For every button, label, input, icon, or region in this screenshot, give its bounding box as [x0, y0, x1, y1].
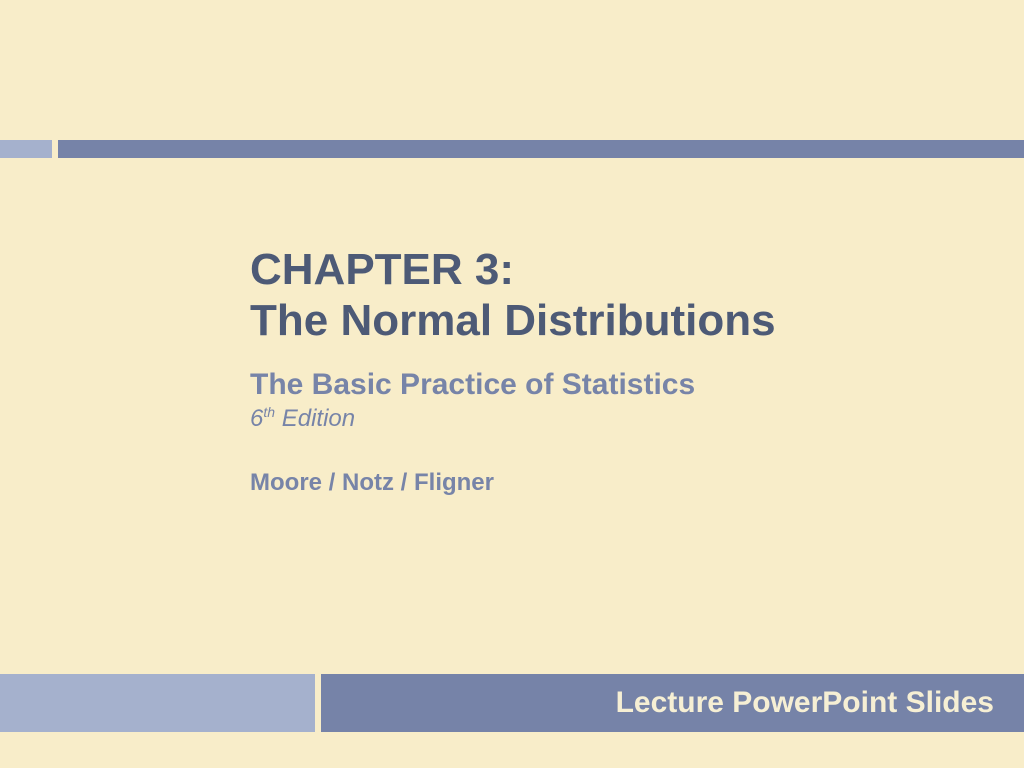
edition-line: 6th Edition — [250, 404, 964, 433]
chapter-label: CHAPTER 3: — [250, 245, 964, 296]
slide: CHAPTER 3: The Normal Distributions The … — [0, 0, 1024, 768]
chapter-title: The Normal Distributions — [250, 296, 964, 347]
edition-ordinal: 6 — [250, 405, 263, 432]
top-accent-bar-light — [0, 140, 52, 158]
top-accent-bar-dark — [58, 140, 1024, 158]
footer-accent-bar-dark: Lecture PowerPoint Slides — [321, 674, 1024, 732]
content-block: CHAPTER 3: The Normal Distributions The … — [250, 245, 964, 497]
book-subtitle: The Basic Practice of Statistics — [250, 368, 964, 402]
footer-accent-bar-light — [0, 674, 315, 732]
edition-word: Edition — [275, 405, 355, 432]
footer-label: Lecture PowerPoint Slides — [616, 686, 994, 720]
authors-line: Moore / Notz / Fligner — [250, 469, 964, 497]
edition-suffix: th — [263, 404, 275, 420]
